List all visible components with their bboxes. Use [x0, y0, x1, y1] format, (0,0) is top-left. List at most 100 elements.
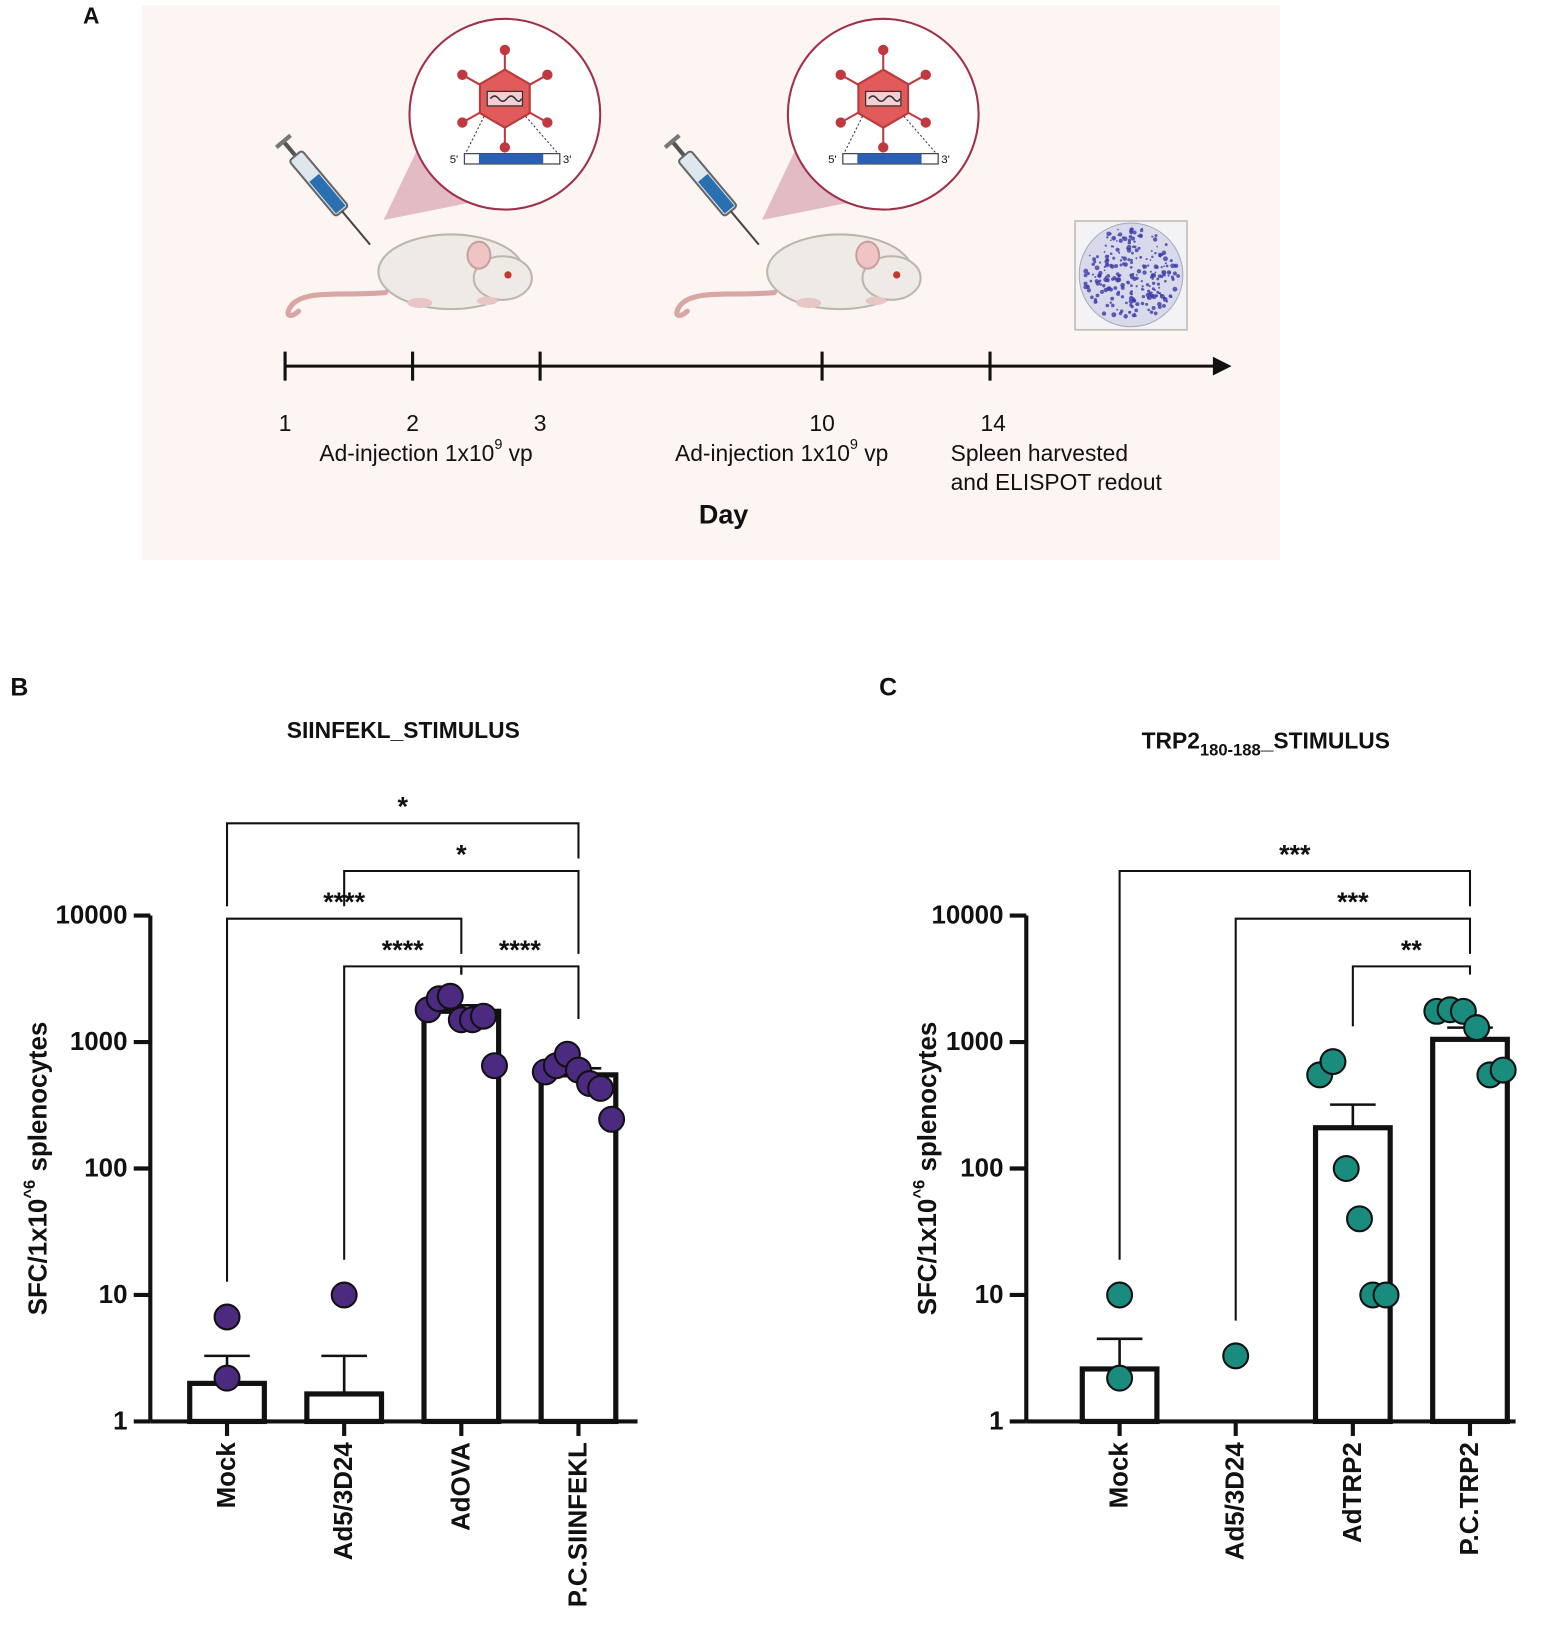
spot	[1131, 272, 1135, 276]
x-tick-label: Ad5/3D24	[330, 1442, 358, 1561]
spot	[1099, 289, 1104, 294]
spot	[1109, 239, 1112, 242]
harvest-note: and ELISPOT redout	[951, 469, 1163, 495]
y-label-suffix: splenocytes	[24, 1022, 52, 1172]
spot	[1135, 303, 1137, 306]
y-axis-label: SFC/1x10^6 splenocytes	[20, 1022, 53, 1316]
spot	[1123, 262, 1128, 267]
spot	[1095, 293, 1100, 298]
injection-exponent: 9	[494, 437, 502, 453]
spot	[1172, 271, 1177, 276]
x-tick-label: AdOVA	[447, 1442, 475, 1531]
spot	[1117, 251, 1121, 254]
spot	[1114, 264, 1119, 269]
spot	[1104, 259, 1109, 264]
spot	[1153, 264, 1159, 269]
injection-unit: vp	[864, 440, 888, 466]
spot	[1130, 261, 1134, 265]
spot	[1135, 257, 1138, 260]
spot	[1111, 235, 1117, 241]
spot	[1109, 287, 1113, 292]
spot	[1133, 240, 1136, 243]
spot	[1137, 246, 1141, 250]
title-suffix: _STIMULUS	[1260, 727, 1390, 753]
injection-note: Ad-injection 1x109 vp	[675, 437, 888, 466]
spot	[1154, 271, 1157, 274]
x-tick-label: P.C.TRP2	[1456, 1442, 1484, 1555]
timeline	[283, 351, 1232, 381]
spot	[1129, 291, 1133, 295]
spot	[1161, 250, 1167, 256]
spot	[1165, 264, 1169, 268]
spot	[1090, 295, 1094, 300]
spot	[1164, 262, 1167, 265]
syringe	[274, 133, 371, 246]
spot	[1134, 308, 1139, 313]
spot	[1130, 284, 1133, 288]
spot	[1106, 231, 1111, 237]
spot	[1129, 265, 1133, 269]
spot	[1158, 292, 1160, 295]
spot	[1126, 244, 1132, 250]
spot	[1156, 282, 1161, 286]
y-tick-label: 10	[99, 1281, 128, 1309]
spot	[1089, 279, 1093, 283]
spot	[1103, 277, 1109, 283]
spot	[1110, 245, 1114, 248]
spot	[1151, 281, 1156, 285]
injection-note: Ad-injection 1x109 vp	[319, 437, 532, 466]
y-tick-label: 10000	[931, 902, 1003, 930]
spot	[1125, 247, 1128, 250]
spot	[1141, 285, 1144, 288]
y-tick-label: 1000	[70, 1028, 128, 1056]
spot	[1127, 258, 1131, 262]
spot	[1140, 287, 1144, 291]
spot	[1083, 273, 1088, 278]
spot	[1131, 251, 1134, 255]
spot	[1139, 255, 1143, 259]
spot	[1151, 235, 1154, 238]
spot	[1117, 275, 1120, 278]
error-bar	[1096, 1337, 1143, 1369]
y-tick-label: 1	[113, 1407, 127, 1435]
spot	[1130, 258, 1133, 262]
spot	[1092, 257, 1097, 262]
injection-text: Ad-injection 1x10	[319, 440, 494, 466]
y-axis-label: SFC/1x10^6 splenocytes	[909, 1022, 942, 1316]
construct-end: 5'	[450, 154, 459, 166]
chart: C TRP2180-188_STIMULUS SFC/1x10^6 splenocyt…	[879, 673, 1517, 1560]
spot	[1093, 299, 1098, 304]
spot	[1130, 236, 1136, 241]
spot	[1112, 256, 1116, 260]
spot	[1142, 270, 1147, 275]
spot	[1098, 279, 1102, 283]
charts: BSIINFEKL_STIMULUSSFC/1x10^6splenocytes1…	[10, 673, 1517, 1607]
spot	[1104, 275, 1107, 278]
spot	[1164, 243, 1168, 247]
spot	[1120, 295, 1125, 299]
spot	[1118, 232, 1123, 237]
chart-title: TRP2180-188_STIMULUS	[1142, 727, 1390, 759]
spot	[1139, 228, 1144, 233]
zoom-cone	[383, 150, 472, 220]
spot	[1086, 272, 1090, 276]
harvest-note: Spleen harvested	[951, 440, 1128, 466]
spot	[1148, 285, 1151, 288]
data-point	[1106, 1281, 1134, 1309]
timeline-axis-label: Day	[699, 499, 748, 529]
spot	[1094, 276, 1097, 279]
spot	[1167, 274, 1170, 277]
spot	[1088, 254, 1091, 257]
spot	[1155, 294, 1159, 298]
spot	[1093, 298, 1097, 302]
spot	[1145, 302, 1149, 306]
spot	[1118, 238, 1123, 243]
spot	[1109, 301, 1112, 304]
spot	[1098, 270, 1103, 276]
spot	[1149, 270, 1152, 273]
spot	[1083, 281, 1088, 286]
data-point	[469, 1002, 497, 1030]
y-tick-label: 1000	[946, 1028, 1004, 1056]
spot	[1156, 245, 1159, 248]
